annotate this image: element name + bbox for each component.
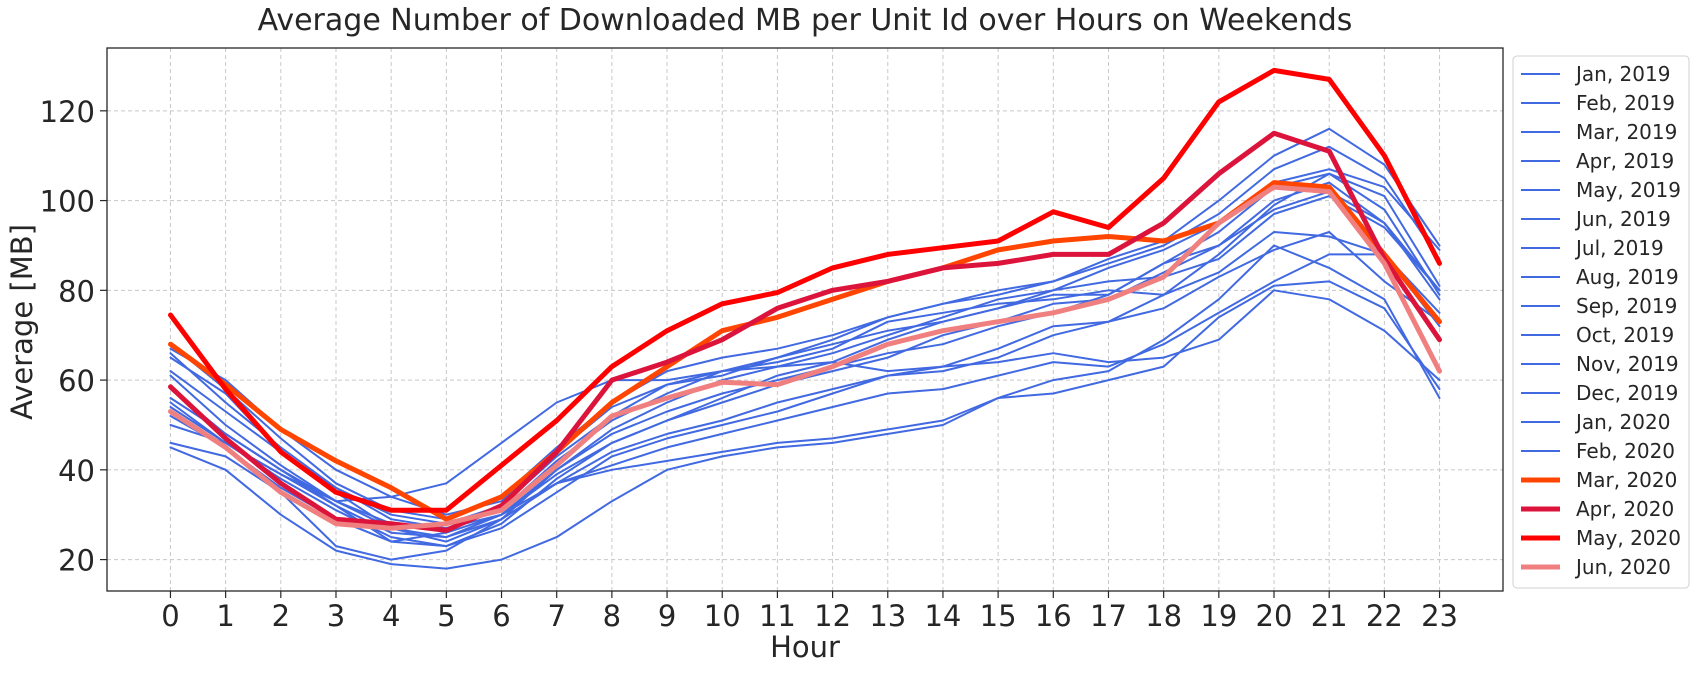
y-axis-label: Average [MB] (5, 224, 39, 420)
x-tick-label: 22 (1366, 599, 1403, 633)
legend-label: Apr, 2020 (1576, 497, 1674, 521)
x-tick-label: 20 (1256, 599, 1293, 633)
x-tick-label: 10 (704, 599, 741, 633)
x-tick-label: 11 (759, 599, 796, 633)
series-line-mar-2019 (169, 172, 1441, 516)
series-line-feb-2020 (169, 244, 1441, 570)
y-tick-label: 80 (58, 274, 95, 308)
legend-label: Jun, 2019 (1574, 207, 1671, 231)
x-tick-label: 1 (216, 599, 234, 633)
x-tick-label: 23 (1421, 599, 1458, 633)
x-tick-label: 3 (327, 599, 345, 633)
legend-label: Jul, 2019 (1574, 236, 1664, 260)
series-line-jul-2019 (169, 172, 1441, 548)
series-line-apr-2020 (168, 130, 1442, 533)
grid (107, 48, 1503, 591)
legend: Jan, 2019 Feb, 2019 Mar, 2019 Apr, 2019 May,… (1512, 55, 1690, 589)
series-line-jun-2020 (168, 184, 1442, 531)
series-line-dec-2019 (169, 289, 1441, 503)
axis-ticks: 0 1 2 3 4 5 6 7 8 9 10 11 12 13 14 15 16 17 18 19 20 21 22 2320… (40, 95, 1458, 633)
legend-label: Mar, 2020 (1576, 468, 1677, 492)
legend-label: May, 2020 (1576, 526, 1681, 550)
series-line-may-2020 (168, 67, 1442, 513)
legend-label: May, 2019 (1576, 178, 1681, 202)
y-tick-label: 40 (58, 454, 95, 488)
x-tick-label: 15 (980, 599, 1017, 633)
series-line-feb-2019 (169, 195, 1441, 525)
legend-label: Aug, 2019 (1576, 265, 1679, 289)
x-tick-label: 13 (869, 599, 906, 633)
x-tick-label: 5 (437, 599, 455, 633)
x-tick-label: 18 (1145, 599, 1182, 633)
legend-label: Oct, 2019 (1576, 323, 1674, 347)
series-line-jan-2020 (169, 280, 1441, 561)
legend-label: Jun, 2020 (1574, 555, 1671, 579)
legend-label: Apr, 2019 (1576, 149, 1674, 173)
series-line-may-2019 (169, 127, 1441, 530)
x-tick-label: 6 (492, 599, 510, 633)
plot-frame (106, 47, 1504, 592)
x-tick-label: 4 (382, 599, 400, 633)
x-tick-label: 14 (924, 599, 961, 633)
legend-label: Jan, 2019 (1574, 62, 1670, 86)
y-tick-label: 120 (40, 95, 95, 129)
x-tick-label: 2 (272, 599, 290, 633)
x-tick-label: 0 (161, 599, 179, 633)
x-axis-label: Hour (770, 630, 840, 664)
series-lines (168, 67, 1442, 570)
chart-title: Average Number of Downloaded MB per Unit… (258, 3, 1353, 38)
legend-label: Sep, 2019 (1576, 294, 1677, 318)
legend-label: Jan, 2020 (1574, 410, 1670, 434)
legend-label: Dec, 2019 (1576, 381, 1678, 405)
y-tick-label: 20 (58, 544, 95, 578)
series-line-nov-2019 (169, 253, 1441, 543)
series-line-oct-2019 (169, 231, 1441, 548)
x-tick-label: 16 (1035, 599, 1072, 633)
legend-label: Mar, 2019 (1576, 120, 1677, 144)
x-tick-label: 17 (1090, 599, 1127, 633)
x-tick-label: 7 (547, 599, 565, 633)
y-tick-label: 100 (40, 185, 95, 219)
x-tick-label: 8 (603, 599, 621, 633)
legend-label: Feb, 2020 (1576, 439, 1675, 463)
x-tick-label: 12 (814, 599, 851, 633)
series-line-jan-2019 (169, 181, 1441, 543)
legend-label: Nov, 2019 (1576, 352, 1679, 376)
x-tick-label: 9 (658, 599, 676, 633)
x-tick-label: 21 (1311, 599, 1348, 633)
y-tick-label: 60 (58, 364, 95, 398)
x-tick-label: 19 (1200, 599, 1237, 633)
legend-label: Feb, 2019 (1576, 91, 1675, 115)
